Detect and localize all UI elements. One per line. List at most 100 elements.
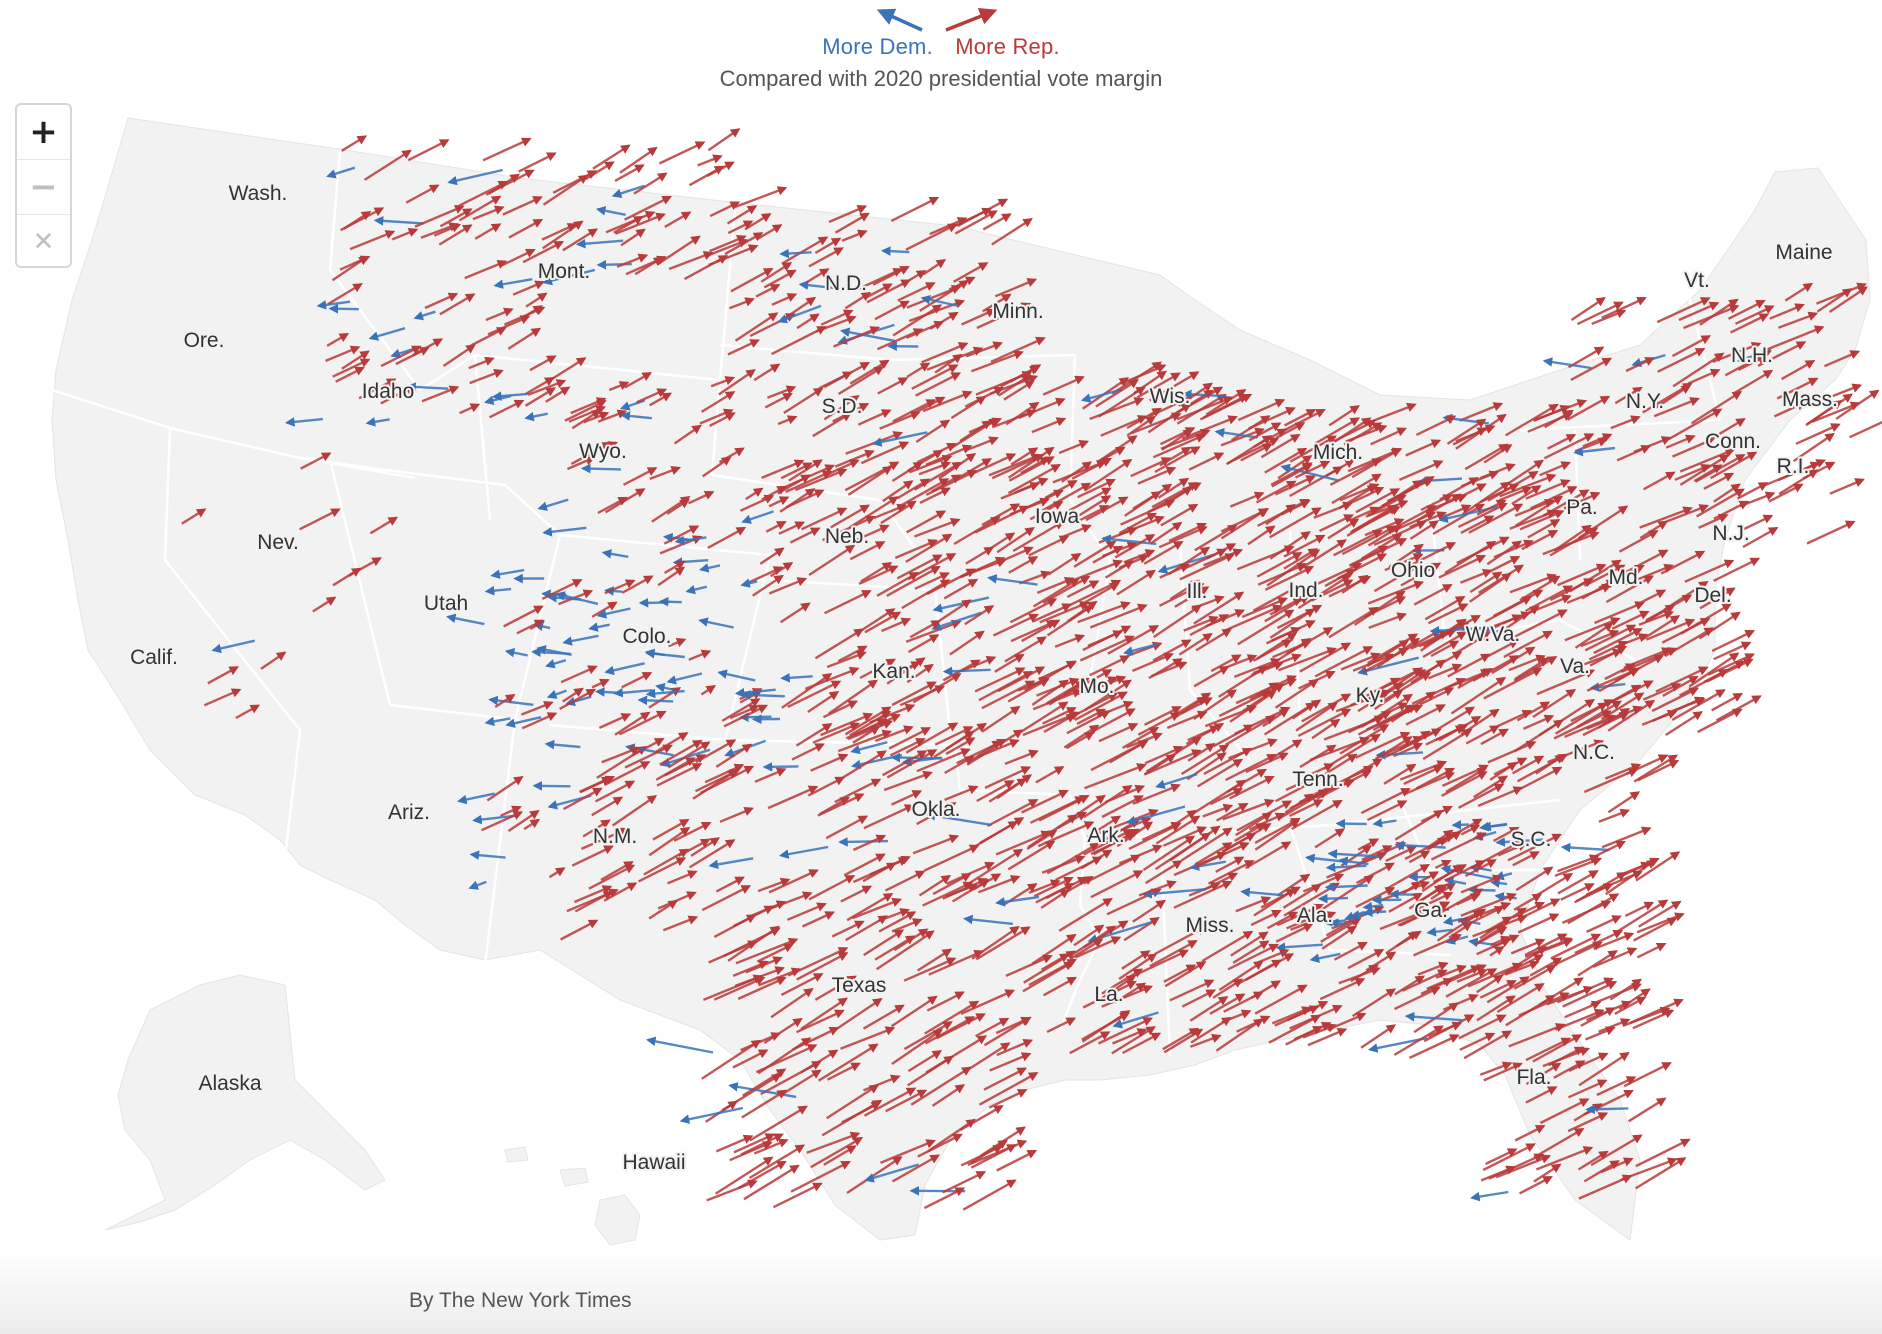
rep-shift-arrow — [1639, 506, 1693, 529]
rep-shift-arrow — [464, 259, 508, 280]
state-label: Calif. — [130, 646, 178, 669]
rep-shift-arrow — [1811, 401, 1861, 423]
rep-shift-arrow — [325, 345, 361, 363]
rep-shift-arrow — [982, 213, 1012, 231]
rep-shift-arrow — [724, 232, 764, 256]
dem-shift-arrow — [838, 837, 888, 847]
dem-shift-arrow — [685, 584, 708, 595]
rep-shift-arrow — [1010, 364, 1042, 383]
rep-shift-arrow — [906, 320, 945, 339]
rep-shift-arrow — [1795, 423, 1841, 445]
dem-shift-arrow — [601, 549, 629, 559]
rep-shift-arrow — [1823, 350, 1861, 368]
rep-shift-arrow — [796, 313, 820, 330]
rep-shift-arrow — [1642, 382, 1693, 414]
rep-shift-arrow — [1396, 505, 1437, 528]
rep-shift-arrow — [1514, 495, 1564, 527]
state-label: Va. — [1560, 655, 1590, 678]
rep-shift-arrow — [1160, 503, 1199, 527]
legend-rep-arrow — [945, 8, 998, 32]
reset-zoom-button[interactable]: ✕ — [17, 214, 70, 269]
rep-shift-arrow — [688, 649, 712, 661]
rep-shift-arrow — [1511, 485, 1542, 506]
rep-shift-arrow — [688, 165, 725, 187]
rep-shift-arrow — [1073, 540, 1117, 568]
rep-shift-arrow — [863, 283, 893, 300]
rep-shift-arrow — [438, 224, 473, 246]
rep-shift-arrow — [520, 700, 554, 716]
rep-shift-arrow — [335, 366, 365, 383]
rep-shift-arrow — [619, 146, 658, 174]
rep-shift-arrow — [1152, 433, 1206, 459]
dem-shift-arrow — [562, 634, 599, 646]
rep-shift-arrow — [1176, 393, 1227, 425]
rep-shift-arrow — [1096, 446, 1126, 464]
state-label: W.Va. — [1466, 623, 1520, 646]
rep-shift-arrow — [1158, 525, 1208, 549]
rep-shift-arrow — [614, 164, 645, 182]
rep-shift-arrow — [424, 292, 459, 310]
rep-shift-arrow — [814, 628, 864, 660]
rep-shift-arrow — [1767, 325, 1825, 351]
rep-shift-arrow — [921, 342, 969, 364]
rep-shift-arrow — [812, 412, 852, 438]
rep-shift-arrow — [507, 327, 542, 350]
rep-shift-arrow — [753, 363, 781, 382]
rep-shift-arrow — [485, 169, 535, 196]
rep-shift-arrow — [906, 285, 962, 309]
dem-shift-arrow — [596, 607, 631, 619]
state-label: Ala. — [1297, 904, 1333, 927]
state-label: Colo. — [622, 625, 671, 648]
state-label: N.H. — [1731, 344, 1773, 367]
rep-shift-arrow — [726, 205, 758, 225]
rep-shift-arrow — [914, 518, 961, 538]
rep-shift-arrow — [1042, 707, 1077, 725]
rep-shift-arrow — [1328, 405, 1360, 427]
rep-shift-arrow — [781, 673, 833, 709]
plus-icon: + — [29, 112, 58, 152]
rep-shift-arrow — [785, 470, 833, 493]
rep-shift-arrow — [709, 234, 747, 253]
credit-line: By The New York Times — [409, 1289, 632, 1312]
rep-shift-arrow — [1158, 583, 1205, 607]
rep-shift-arrow — [911, 364, 959, 390]
rep-shift-arrow — [1240, 443, 1273, 462]
rep-shift-arrow — [524, 387, 556, 407]
rep-shift-arrow — [824, 590, 872, 615]
rep-shift-arrow — [994, 653, 1025, 673]
rep-shift-arrow — [1817, 383, 1863, 403]
dem-shift-arrow — [1214, 427, 1258, 439]
rep-shift-arrow — [522, 240, 565, 264]
rep-shift-arrow — [597, 496, 628, 515]
rep-shift-arrow — [485, 307, 514, 322]
rep-shift-arrow — [1514, 499, 1555, 517]
rep-shift-arrow — [1849, 421, 1882, 439]
state-label: N.D. — [825, 272, 867, 295]
zoom-controls: + − ✕ — [15, 103, 72, 268]
rep-shift-arrow — [1713, 483, 1741, 503]
rep-shift-arrow — [1063, 724, 1100, 749]
rep-shift-arrow — [591, 678, 610, 689]
rep-shift-arrow — [779, 488, 816, 513]
rep-shift-arrow — [501, 248, 536, 267]
rep-shift-arrow — [1009, 598, 1058, 624]
rep-shift-arrow — [571, 409, 602, 430]
dem-shift-arrow — [588, 622, 610, 632]
rep-shift-arrow — [906, 510, 947, 534]
dem-shift-arrow — [406, 382, 449, 392]
rep-shift-arrow — [728, 297, 755, 310]
zoom-out-button[interactable]: − — [17, 159, 70, 214]
dem-shift-arrow — [1467, 885, 1496, 895]
rep-shift-arrow — [327, 283, 363, 306]
zoom-in-button[interactable]: + — [17, 105, 70, 159]
minus-icon: − — [29, 167, 58, 207]
rep-shift-arrow — [889, 738, 926, 757]
dem-shift-arrow — [504, 648, 528, 658]
rep-shift-arrow — [849, 359, 890, 385]
rep-shift-arrow — [837, 366, 885, 396]
rep-shift-arrow — [570, 397, 607, 415]
rep-shift-arrow — [1227, 437, 1280, 465]
rep-shift-arrow — [877, 377, 909, 395]
rep-shift-arrow — [1464, 443, 1509, 471]
